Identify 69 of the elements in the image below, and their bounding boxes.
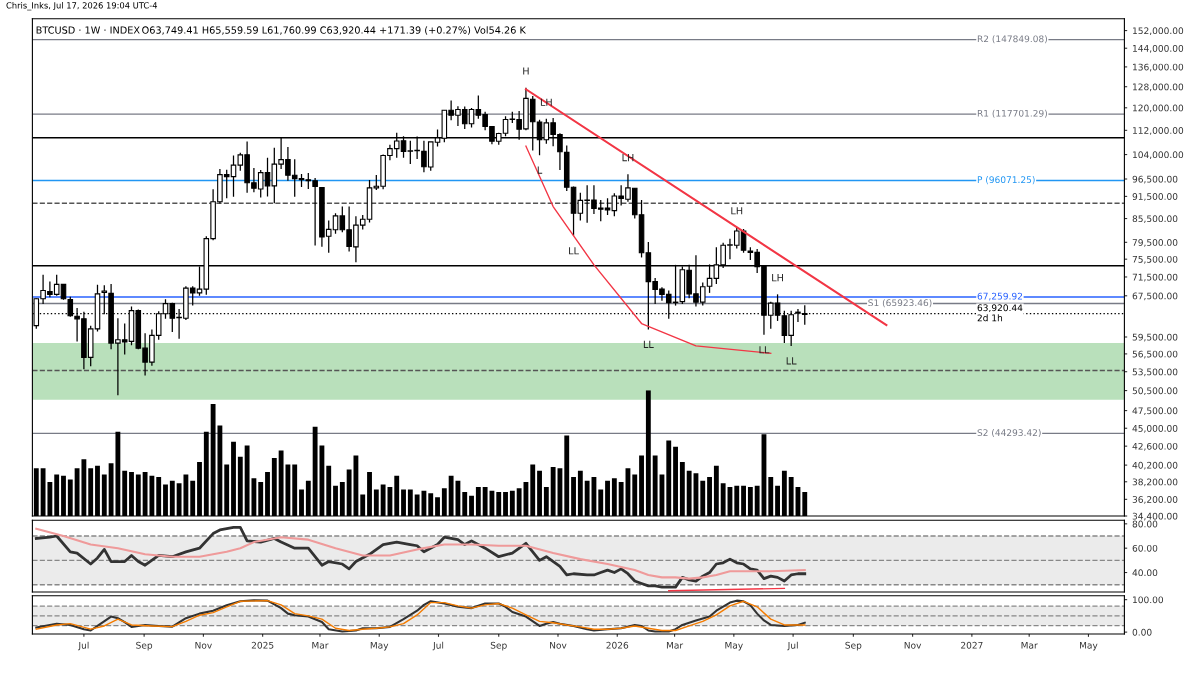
y-tick-label: 136,000.00 — [1133, 63, 1184, 72]
x-tick-label: Sep — [845, 641, 862, 651]
annotation: LL — [759, 346, 770, 354]
ref-line-label: P (96071.25) — [977, 176, 1035, 185]
y-tick-label: 104,000.00 — [1133, 151, 1184, 160]
line-series — [525, 145, 772, 355]
y-tick-label: 79,500.00 — [1132, 239, 1178, 247]
x-tick-label: Sep — [490, 641, 507, 651]
annotation: H — [523, 67, 529, 75]
y-tick-label: 96,500.00 — [1132, 175, 1178, 184]
y-tick-label: 100.00 — [1133, 596, 1164, 604]
x-tick-label: Jul — [77, 641, 89, 651]
x-tick-label: 2026 — [606, 641, 629, 649]
x-tick-label: Jul — [787, 641, 798, 651]
y-tick-label: 112,000.00 — [1133, 127, 1184, 135]
x-tick-label: Mar — [312, 641, 329, 649]
y-tick-label: 152,000.00 — [1133, 27, 1184, 36]
y-tick-label: 56,500.00 — [1132, 350, 1178, 359]
text: BTCUSD · 1W · INDEX — [36, 26, 140, 34]
text: O63,749.41 H65,559.59 L61,760.99 C63,920.44 +171.39 (+0.27%) Vol54.26 K — [142, 26, 527, 35]
x-tick-label: Jul — [432, 641, 444, 651]
ref-line-label: 67,259.92 — [977, 292, 1023, 301]
text: Chris_Inks, Jul 17, 2026 19:04 UTC-4 — [6, 2, 158, 11]
x-tick-label: May — [370, 641, 389, 651]
x-tick-label: Nov — [195, 641, 212, 649]
annotation: LL — [569, 247, 579, 255]
line-series — [34, 526, 807, 589]
x-tick-label: Mar — [666, 641, 684, 649]
annotation: LH — [731, 207, 743, 215]
y-tick-label: 120,000.00 — [1133, 104, 1184, 113]
annotation: LH — [772, 274, 783, 282]
y-tick-label: 60.00 — [1132, 544, 1158, 552]
y-tick-label: 75,500.00 — [1132, 255, 1178, 264]
x-tick-label: May — [725, 641, 743, 651]
y-tick-label: 38,200.00 — [1132, 478, 1178, 487]
y-tick-label: 40,200.00 — [1132, 461, 1178, 470]
y-tick-label: 36,200.00 — [1132, 496, 1178, 504]
x-tick-label: 2025 — [251, 641, 274, 649]
y-tick-label: 34,400.00 — [1132, 512, 1178, 521]
y-tick-label: 91,500.00 — [1132, 193, 1178, 201]
y-tick-label: 128,000.00 — [1133, 83, 1184, 92]
x-tick-label: Sep — [136, 641, 153, 651]
x-tick-label: Nov — [904, 641, 922, 649]
y-tick-label: 53,500.00 — [1132, 368, 1178, 377]
line-series — [35, 527, 806, 580]
y-tick-label: 50,500.00 — [1132, 387, 1178, 396]
annotation: L — [537, 166, 543, 174]
annotation: LL — [643, 340, 654, 348]
x-tick-label: May — [1080, 641, 1098, 651]
y-tick-label: 40.00 — [1132, 569, 1158, 577]
ref-line-label: S2 (44293.42) — [977, 429, 1041, 438]
y-tick-label: 144,000.00 — [1133, 44, 1184, 53]
ref-line-label: S1 (65923.46) — [868, 299, 932, 308]
x-tick-label: 2027 — [961, 641, 983, 649]
y-tick-label: 59,500.00 — [1132, 333, 1178, 342]
y-tick-label: 47,500.00 — [1132, 407, 1178, 416]
y-tick-label: 85,500.00 — [1132, 215, 1178, 224]
y-tick-label: 0.00 — [1132, 628, 1152, 636]
annotation: LL — [786, 357, 797, 365]
y-tick-label: 80.00 — [1132, 520, 1158, 528]
ref-line-label: 63,920.44 2d 1h — [977, 304, 1023, 322]
y-tick-label: 45,000.00 — [1132, 424, 1178, 433]
y-tick-label: 71,500.00 — [1132, 273, 1178, 282]
x-tick-label: Mar — [1021, 641, 1038, 649]
y-tick-label: 67,500.00 — [1132, 292, 1178, 301]
x-tick-label: Nov — [550, 641, 567, 649]
y-tick-label: 42,600.00 — [1132, 442, 1178, 451]
ref-line-label: R1 (117701.29) — [977, 109, 1047, 118]
ref-line-label: R2 (147849.08) — [977, 35, 1047, 44]
